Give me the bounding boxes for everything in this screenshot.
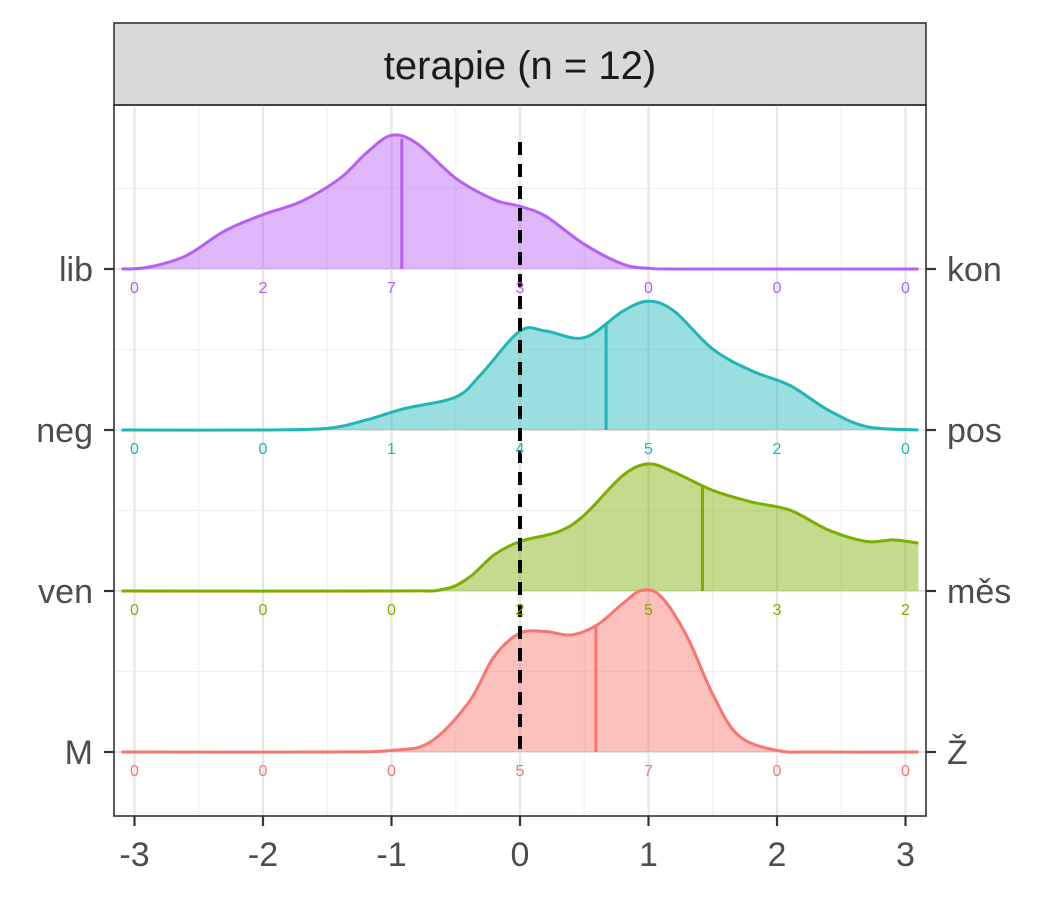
count-label: 0: [901, 280, 910, 297]
count-label: 3: [773, 602, 782, 619]
count-label: 2: [901, 602, 910, 619]
count-label: 0: [130, 602, 139, 619]
count-label: 0: [773, 280, 782, 297]
count-label: 4: [516, 441, 525, 458]
x-tick-label: 0: [511, 836, 530, 874]
count-label: 0: [259, 763, 268, 780]
count-label: 5: [644, 441, 653, 458]
facet-strip: terapie (n = 12): [113, 22, 927, 106]
x-tick-label: -1: [376, 836, 406, 874]
count-labels: 0 0 0 5 7 0 0 0 0 0 2 5 3 2 0 0 1 4 5 2 0 0 2 7 3 0 0 0: [130, 280, 910, 780]
count-label: 0: [387, 602, 396, 619]
density-line: [121, 133, 919, 271]
y-label-right: kon: [947, 251, 1002, 289]
count-label: 5: [644, 602, 653, 619]
density-area: [121, 134, 919, 270]
ridge-lib-kon: [121, 133, 919, 271]
x-tick-label: -3: [119, 836, 149, 874]
facet-title: terapie (n = 12): [384, 44, 656, 88]
count-label: 0: [387, 763, 396, 780]
y-label-left: ven: [38, 573, 93, 611]
count-label: 0: [901, 441, 910, 458]
density-line: [121, 462, 919, 593]
y-label-left: lib: [59, 251, 93, 289]
count-label: 7: [387, 280, 396, 297]
x-tick-label: 1: [639, 836, 658, 874]
count-label: 1: [387, 441, 396, 458]
count-label: 0: [130, 441, 139, 458]
count-label: 2: [516, 602, 525, 619]
density-line: [121, 299, 919, 432]
facet-strip-background: [113, 22, 927, 106]
ridge-ven-měs: [121, 462, 919, 593]
count-label: 0: [901, 763, 910, 780]
density-line: [121, 588, 919, 754]
y-label-right: pos: [947, 412, 1002, 450]
count-label: 0: [259, 602, 268, 619]
y-label-left: M: [65, 734, 93, 772]
density-area: [121, 463, 919, 592]
count-label: 7: [644, 763, 653, 780]
x-tick-label: -2: [248, 836, 278, 874]
y-label-right: Ž: [947, 734, 968, 772]
x-tick-label: 2: [768, 836, 787, 874]
count-label: 0: [644, 280, 653, 297]
count-label: 5: [516, 763, 525, 780]
count-label: 0: [773, 763, 782, 780]
count-label: 3: [516, 280, 525, 297]
y-label-left: neg: [36, 412, 93, 450]
count-label: 2: [259, 280, 268, 297]
count-label: 0: [130, 763, 139, 780]
count-label: 2: [773, 441, 782, 458]
count-label: 0: [259, 441, 268, 458]
count-label: 0: [130, 280, 139, 297]
y-label-right: měs: [947, 573, 1011, 611]
x-tick-label: 3: [896, 836, 915, 874]
